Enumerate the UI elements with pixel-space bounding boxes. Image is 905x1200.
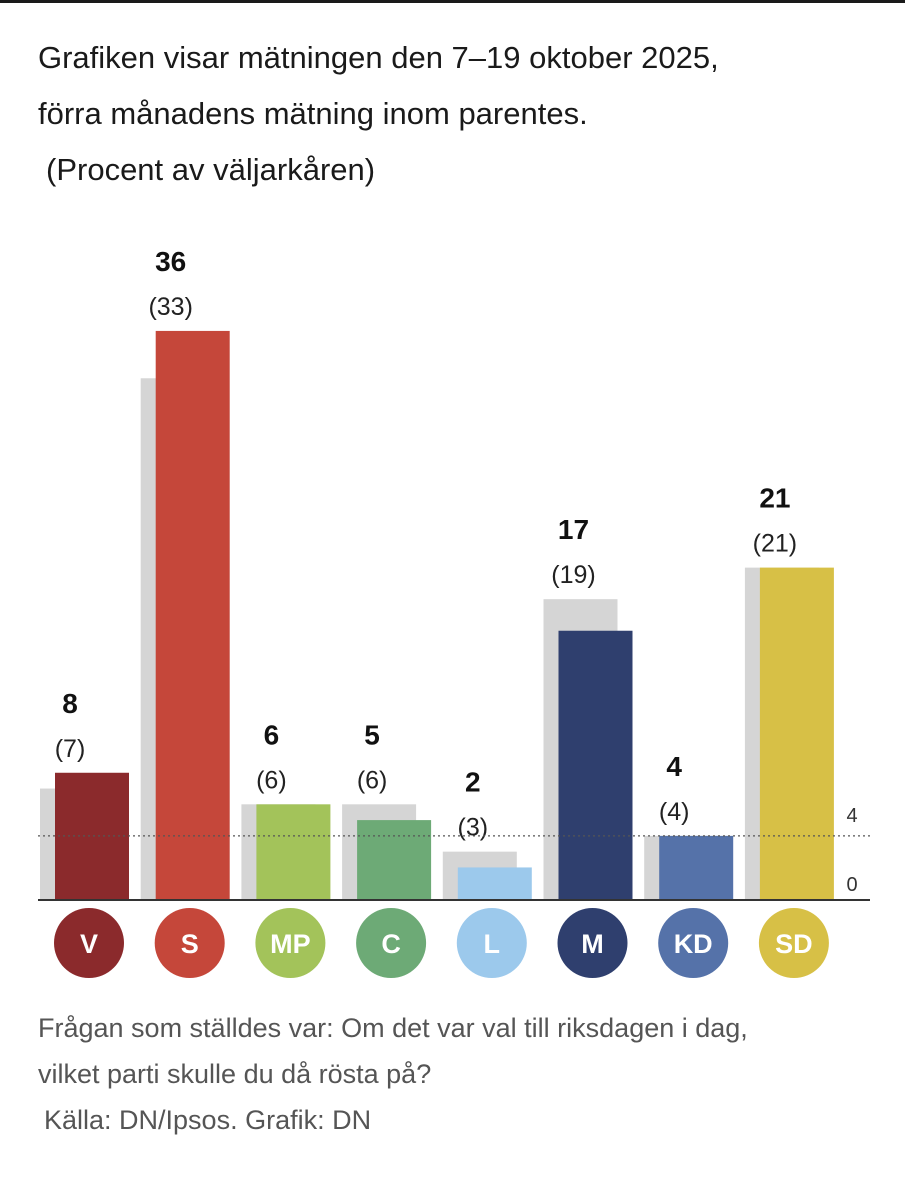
chart-header: Grafiken visar mätningen den 7–19 oktobe… bbox=[38, 30, 878, 198]
previous-value-label-m: (19) bbox=[551, 561, 595, 589]
party-badge-c bbox=[356, 908, 427, 978]
previous-value-label-c: (6) bbox=[357, 766, 388, 794]
bar-current-s bbox=[155, 330, 230, 899]
party-badge-m bbox=[557, 908, 628, 978]
value-label-v: 8 bbox=[62, 688, 78, 719]
value-label-kd: 4 bbox=[666, 751, 682, 782]
chart-footer: Frågan som ställdes var: Om det var val … bbox=[38, 1005, 888, 1143]
bar-current-v bbox=[55, 772, 129, 899]
party-badge-label-sd: SD bbox=[775, 929, 813, 959]
party-badge-l bbox=[456, 908, 527, 978]
party-badge-kd bbox=[658, 908, 729, 978]
previous-value-label-kd: (4) bbox=[659, 798, 690, 826]
party-badge-mp bbox=[255, 908, 326, 978]
party-badge-label-m: M bbox=[581, 929, 604, 959]
previous-value-label-sd: (21) bbox=[753, 530, 797, 558]
bar-current-c bbox=[357, 820, 432, 899]
party-badge-v bbox=[54, 908, 124, 978]
chart-title-line-2: förra månadens mätning inom parentes. bbox=[38, 96, 588, 131]
survey-question-line-2: vilket parti skulle du då rösta på? bbox=[38, 1059, 432, 1089]
bar-current-mp bbox=[256, 804, 331, 899]
previous-value-label-l: (3) bbox=[458, 814, 489, 842]
bar-current-sd bbox=[759, 567, 834, 899]
bar-current-l bbox=[457, 867, 532, 899]
party-badge-label-s: S bbox=[181, 929, 199, 959]
bar-current-m bbox=[558, 630, 633, 899]
value-label-c: 5 bbox=[364, 719, 380, 750]
party-badge-s bbox=[154, 908, 225, 978]
value-label-mp: 6 bbox=[264, 719, 280, 750]
party-badge-label-v: V bbox=[80, 929, 98, 959]
poll-bar-chart: 8 (7) V 36 (33) S 6 (6) MP 5 (6) C 2 (3) L 17 (19) M 4 (4) K… bbox=[38, 246, 870, 978]
bar-current-kd bbox=[659, 835, 734, 899]
value-label-l: 2 bbox=[465, 767, 481, 798]
y-tick-label-0: 0 bbox=[846, 874, 857, 896]
survey-question-line-1: Frågan som ställdes var: Om det var val … bbox=[38, 1013, 748, 1043]
previous-value-label-v: (7) bbox=[55, 735, 86, 763]
top-rule bbox=[0, 0, 905, 3]
party-badge-label-mp: MP bbox=[270, 929, 311, 959]
previous-value-label-mp: (6) bbox=[256, 766, 287, 794]
chart-title-line-1: Grafiken visar mätningen den 7–19 oktobe… bbox=[38, 40, 719, 75]
value-label-s: 36 bbox=[155, 246, 186, 277]
party-badge-sd bbox=[758, 908, 829, 978]
value-label-m: 17 bbox=[558, 514, 589, 545]
party-badge-label-l: L bbox=[484, 929, 501, 959]
value-label-sd: 21 bbox=[759, 483, 790, 514]
source-credit: Källa: DN/Ipsos. Grafik: DN bbox=[44, 1105, 372, 1135]
party-badge-label-kd: KD bbox=[674, 929, 713, 959]
chart-subtitle: (Procent av väljarkåren) bbox=[46, 152, 376, 187]
party-badge-label-c: C bbox=[381, 929, 401, 959]
previous-value-label-s: (33) bbox=[148, 293, 192, 321]
y-tick-label-4: 4 bbox=[846, 805, 857, 827]
